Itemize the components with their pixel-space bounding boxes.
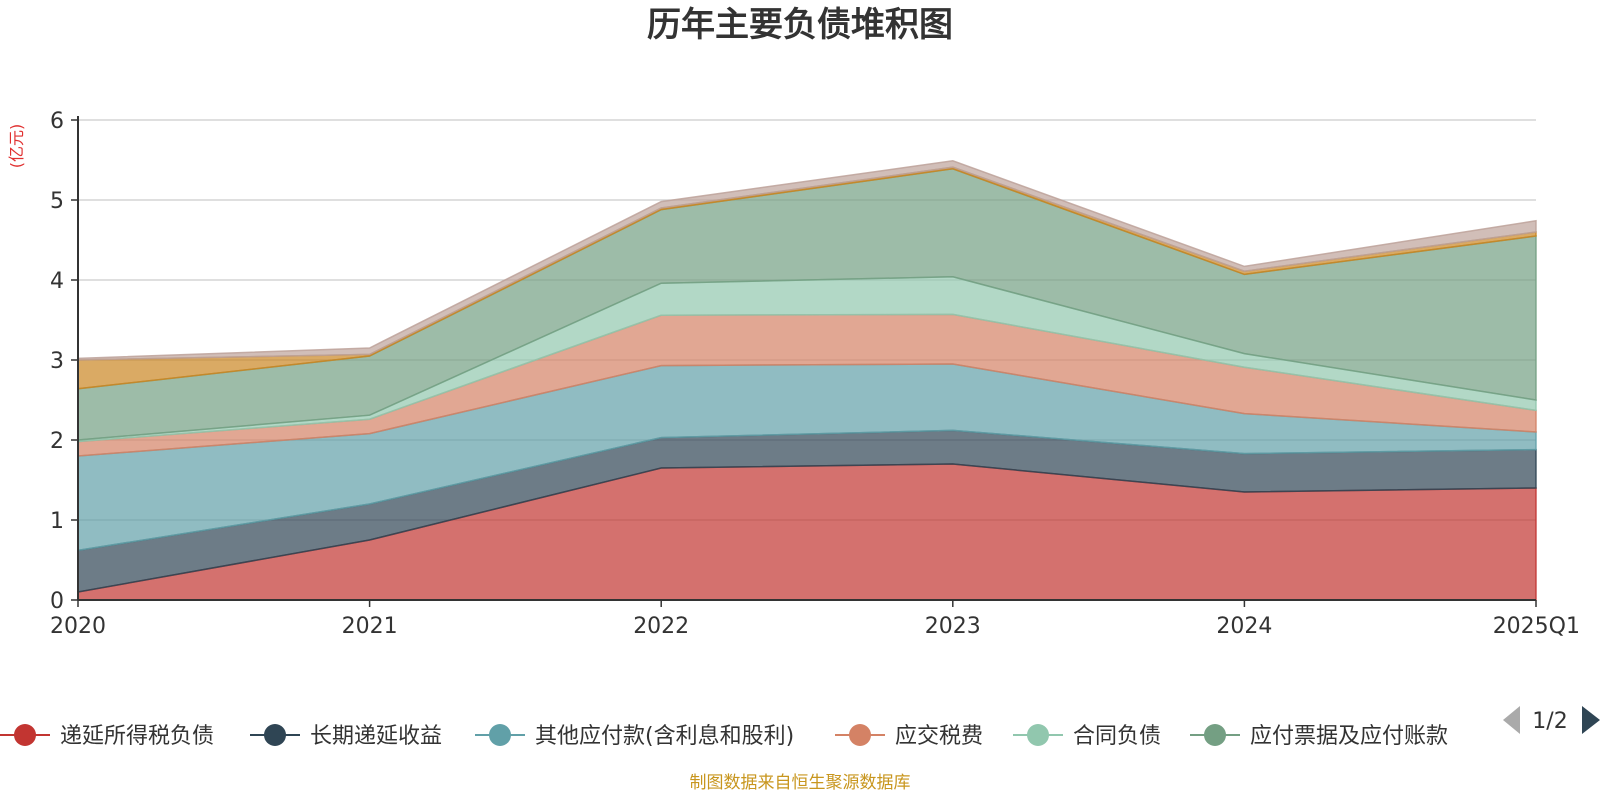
legend-pager: 1/2 — [1503, 706, 1600, 734]
legend-marker-0 — [14, 724, 36, 746]
legend-marker-1 — [264, 724, 286, 746]
legend-page-indicator: 1/2 — [1532, 709, 1567, 734]
legend-item-3[interactable]: 应交税费 — [835, 724, 983, 749]
x-tick-label-4: 2024 — [1216, 614, 1272, 639]
x-tick-label-2: 2022 — [633, 614, 689, 639]
legend-item-0[interactable]: 递延所得税负债 — [0, 724, 214, 749]
chart-title: 历年主要负债堆积图 — [647, 5, 953, 45]
legend-next-page-icon[interactable] — [1582, 706, 1600, 734]
y-tick-label-5: 5 — [50, 189, 64, 214]
legend-prev-page-icon[interactable] — [1503, 706, 1520, 734]
y-tick-label-2: 2 — [50, 429, 64, 454]
legend-label-0: 递延所得税负债 — [60, 724, 214, 749]
data-source-note: 制图数据来自恒生聚源数据库 — [690, 773, 911, 793]
legend-marker-2 — [489, 724, 511, 746]
legend: 递延所得税负债 长期递延收益 其他应付款(含利息和股利) 应交税费 合同负债 应付票据及应… — [0, 724, 1448, 749]
legend-label-5: 应付票据及应付账款 — [1250, 724, 1448, 749]
y-tick-label-4: 4 — [50, 269, 64, 294]
legend-label-3: 应交税费 — [895, 724, 983, 749]
axes: 0 1 2 3 4 5 6 2020 2021 2022 2023 2024 2025Q1 — [50, 109, 1580, 639]
x-tick-label-5: 2025Q1 — [1493, 614, 1580, 639]
x-tick-label-1: 2021 — [342, 614, 398, 639]
legend-marker-5 — [1204, 724, 1226, 746]
legend-label-1: 长期递延收益 — [310, 724, 442, 749]
legend-item-1[interactable]: 长期递延收益 — [250, 724, 442, 749]
legend-item-2[interactable]: 其他应付款(含利息和股利) — [475, 724, 794, 749]
legend-item-4[interactable]: 合同负债 — [1013, 724, 1161, 749]
x-tick-label-3: 2023 — [925, 614, 981, 639]
legend-label-4: 合同负债 — [1073, 724, 1161, 749]
legend-marker-4 — [1027, 724, 1049, 746]
area-series-group — [77, 160, 1537, 601]
y-axis-unit-label: (亿元) — [7, 124, 26, 169]
y-tick-label-0: 0 — [50, 589, 64, 614]
y-tick-label-6: 6 — [50, 109, 64, 134]
y-tick-label-3: 3 — [50, 349, 64, 374]
legend-marker-3 — [849, 724, 871, 746]
x-tick-label-0: 2020 — [50, 614, 106, 639]
y-tick-label-1: 1 — [50, 509, 64, 534]
legend-item-5[interactable]: 应付票据及应付账款 — [1190, 724, 1448, 749]
legend-label-2: 其他应付款(含利息和股利) — [535, 724, 794, 749]
area-series-7 — [77, 160, 1537, 361]
